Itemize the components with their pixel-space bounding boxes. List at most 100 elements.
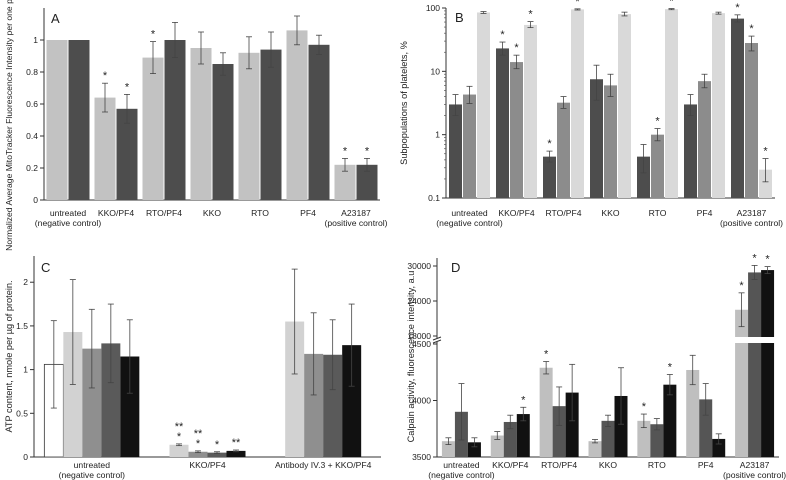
y-axis-label: Subpopulations of platelets, %: [399, 41, 409, 165]
bar: [164, 40, 186, 200]
bar: [188, 451, 208, 457]
bar: [663, 384, 677, 457]
category-label: KKO: [599, 460, 617, 470]
category-label: untreated: [451, 208, 488, 218]
bar: [342, 345, 362, 457]
panel-C: C ATP content, nmole per µg of protein. 0 0…: [4, 256, 381, 480]
y-tick-label: 0.4: [26, 131, 38, 141]
y-axis-label: Calpain activity, fluorescence intensity…: [406, 271, 416, 443]
y-tick-label: 10: [431, 66, 441, 76]
panel-letter: C: [41, 260, 50, 275]
bar: [748, 272, 762, 457]
bar: [552, 406, 566, 457]
y-tick-label: 4500: [412, 339, 431, 349]
category-label: (negative control): [428, 470, 495, 480]
bar: [651, 134, 664, 198]
bar: [684, 104, 697, 198]
y-tick-label: 0.5: [16, 408, 28, 418]
bar: [543, 156, 556, 198]
category-label: KKO/PF4: [189, 460, 226, 470]
significance-marker: *: [196, 438, 201, 450]
significance-marker: *: [765, 254, 770, 266]
bar: [323, 354, 343, 457]
category-label: RTO: [251, 208, 269, 218]
panel-D: D Calpain activity, fluorescence intensit…: [406, 252, 786, 480]
category-label: PF4: [698, 460, 714, 470]
category-label: A23187: [341, 208, 371, 218]
bar: [698, 81, 711, 198]
significance-marker: *: [739, 280, 744, 292]
significance-marker: *: [642, 401, 647, 413]
category-label: RTO: [649, 208, 667, 218]
category-label: RTO/PF4: [546, 208, 582, 218]
bar: [759, 169, 772, 198]
bar: [712, 13, 725, 198]
category-label: (negative control): [59, 470, 126, 480]
category-label: KKO: [601, 208, 619, 218]
significance-marker: **: [232, 437, 241, 449]
bar: [712, 438, 726, 457]
y-tick-label: 1.5: [16, 321, 28, 331]
significance-marker: *: [500, 29, 505, 41]
significance-marker: *: [749, 23, 754, 35]
bar: [604, 85, 617, 198]
significance-marker: *: [103, 70, 108, 82]
bar: [731, 18, 744, 198]
panel-letter: B: [455, 10, 464, 25]
bar: [286, 30, 308, 201]
panel-letter: D: [451, 260, 460, 275]
panel-B: B Subpopulations of platelets, % 0.1 1 10 100…: [399, 0, 783, 228]
bar: [463, 94, 476, 198]
bar: [588, 441, 602, 457]
bar: [226, 450, 246, 457]
bar: [142, 57, 164, 200]
bar: [94, 97, 116, 200]
bar: [618, 14, 631, 198]
significance-marker: *: [343, 145, 348, 157]
bar: [334, 164, 356, 200]
category-label: PF4: [697, 208, 713, 218]
significance-marker: *: [521, 394, 526, 406]
bar: [490, 435, 504, 457]
category-label: Antibody IV.3 + KKO/PF4: [275, 460, 372, 470]
bar: [68, 40, 90, 200]
bar-break-gap: [747, 337, 762, 343]
y-tick-label: 30000: [407, 261, 431, 271]
category-label: A23187: [740, 460, 770, 470]
y-tick-label: 0.8: [26, 67, 38, 77]
significance-marker: *: [528, 9, 533, 21]
category-label: (positive control): [720, 218, 783, 228]
significance-marker: *: [215, 439, 220, 451]
bar: [441, 441, 455, 457]
bar: [63, 332, 83, 457]
significance-marker: *: [547, 138, 552, 150]
category-label: (negative control): [35, 218, 102, 228]
y-tick-label: 1: [23, 365, 28, 375]
bar: [477, 12, 490, 198]
category-label: untreated: [443, 460, 480, 470]
category-label: KKO/PF4: [98, 208, 135, 218]
bar: [496, 48, 509, 198]
bar: [650, 424, 664, 457]
significance-marker: *: [151, 29, 156, 41]
bar-break-gap: [734, 337, 749, 343]
bar: [686, 369, 700, 457]
bar: [503, 421, 517, 457]
bar: [665, 9, 678, 199]
category-label: RTO/PF4: [146, 208, 182, 218]
axis-break-mark: [432, 339, 442, 344]
bar: [699, 399, 713, 457]
bar: [285, 321, 305, 457]
significance-marker: *: [544, 349, 549, 361]
bar: [539, 367, 553, 457]
bar: [614, 395, 628, 457]
y-axis-label: Normalized Average MitoTracker Fluoresce…: [4, 0, 14, 251]
bar: [449, 104, 462, 198]
bar: [207, 452, 227, 457]
bar: [116, 108, 138, 200]
panel-A: A Normalized Average MitoTracker Fluoresc…: [4, 0, 388, 251]
bar: [516, 414, 530, 457]
category-label: RTO: [648, 460, 666, 470]
y-tick-label: 0.2: [26, 163, 38, 173]
